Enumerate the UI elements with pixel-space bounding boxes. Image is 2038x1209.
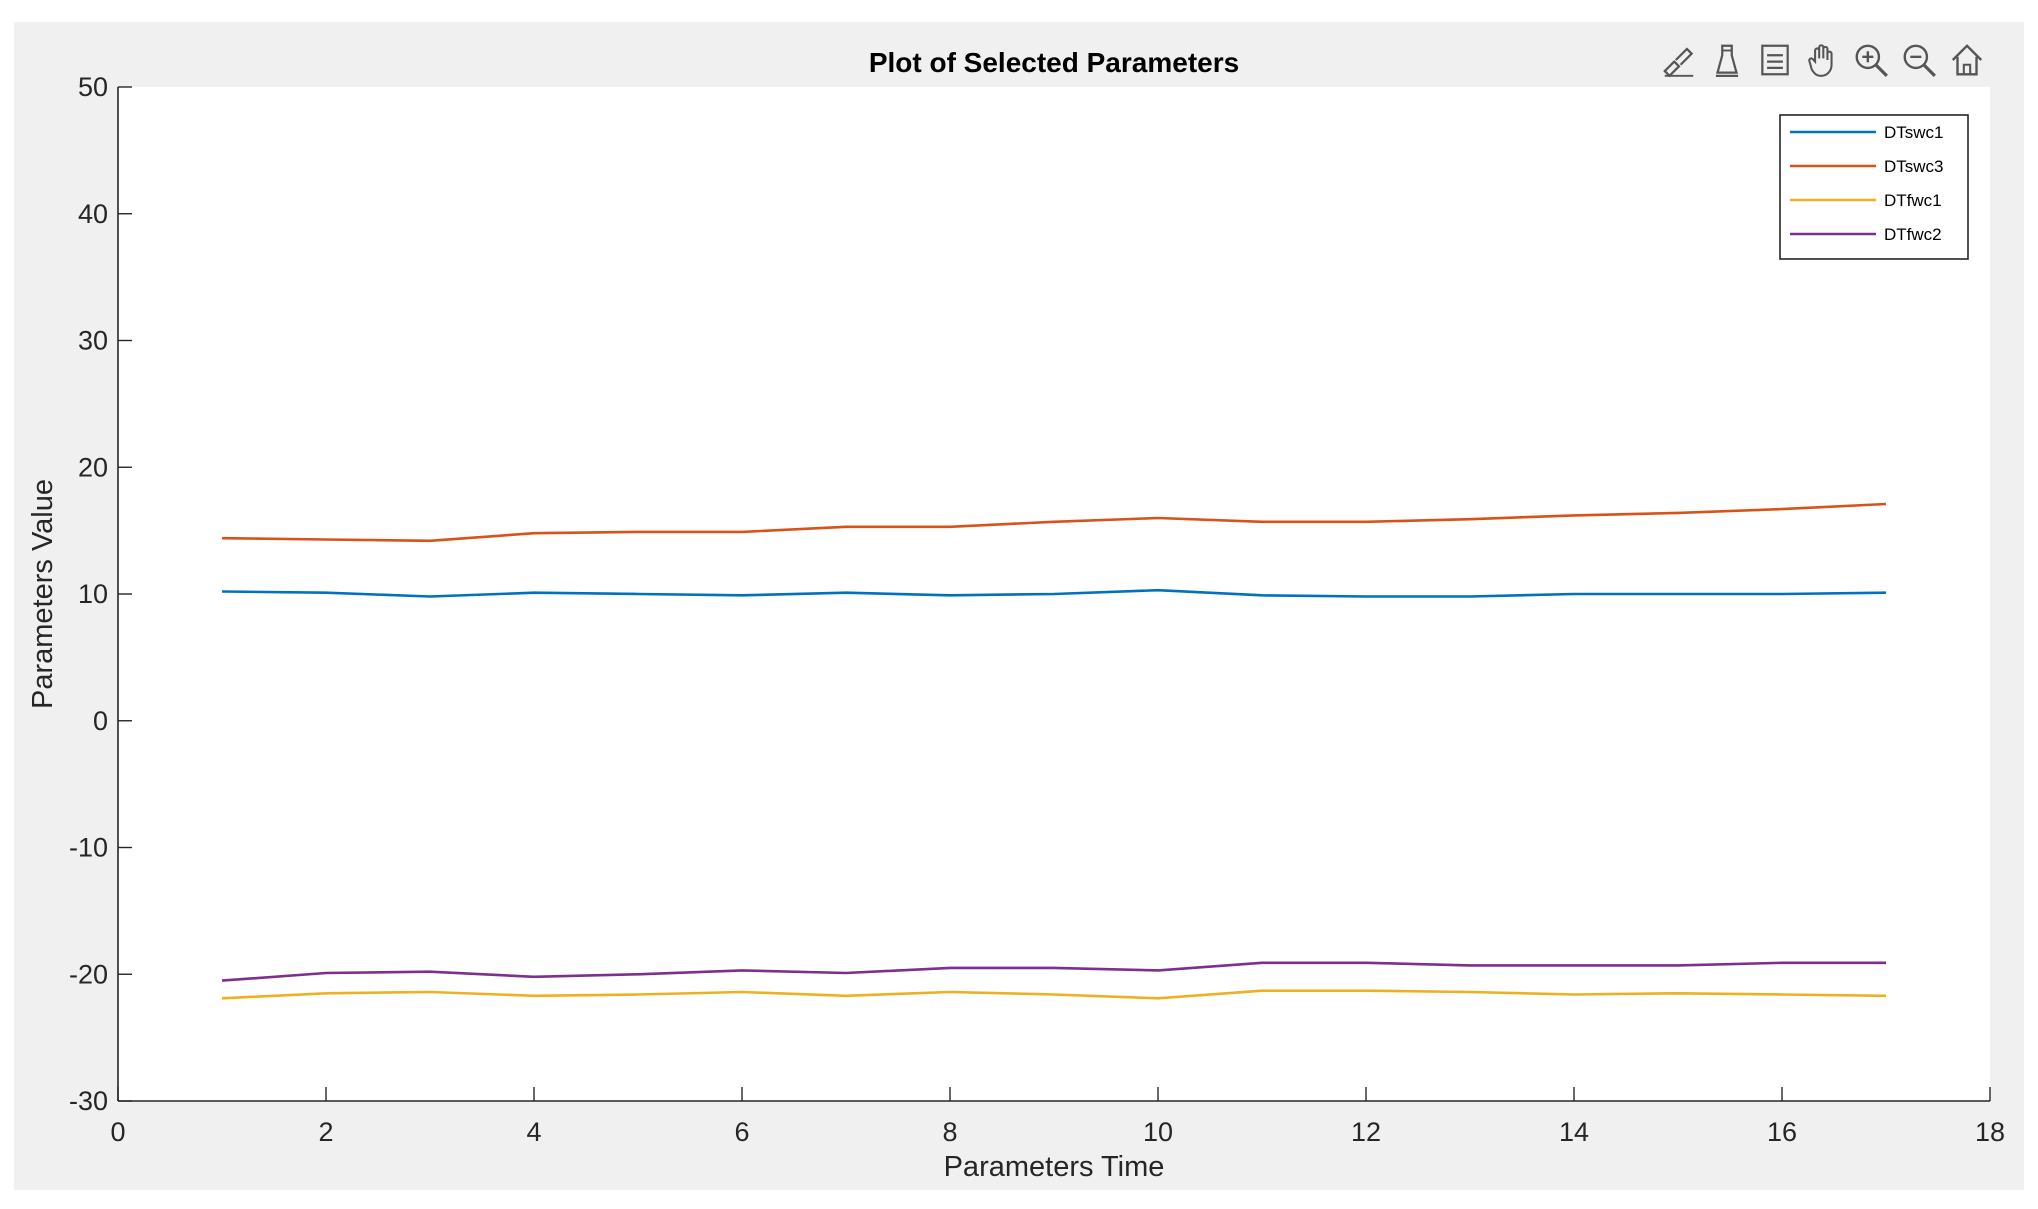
y-tick-label: -30: [69, 1086, 108, 1116]
y-tick-label: 30: [78, 326, 108, 356]
data-tip-icon: [1715, 44, 1739, 77]
y-tick-label: 40: [78, 199, 108, 229]
x-tick-label: 4: [526, 1117, 541, 1147]
x-tick-label: 16: [1767, 1117, 1797, 1147]
x-tick-label: 10: [1143, 1117, 1173, 1147]
y-tick-label: 50: [78, 72, 108, 102]
pan-hand-icon: [1808, 44, 1833, 77]
legend-entry-label: DTfwc1: [1884, 191, 1942, 210]
x-axis-label: Parameters Time: [944, 1151, 1165, 1183]
y-tick-label: 10: [78, 579, 108, 609]
y-tick-label: -20: [69, 959, 108, 989]
series-line-dtswc3: [221, 502, 1887, 543]
legend-button[interactable]: [1754, 38, 1796, 82]
axes-toolbar: [1658, 36, 1988, 84]
brush-button[interactable]: [1658, 38, 1700, 82]
legend-entry-label: DTswc1: [1884, 123, 1944, 142]
y-axis-label: Parameters Value: [27, 479, 59, 709]
home-restore-icon: [1951, 44, 1983, 76]
x-tick-label: 8: [942, 1117, 957, 1147]
zoom-in-button[interactable]: [1850, 38, 1892, 82]
x-tick-label: 2: [318, 1117, 333, 1147]
x-tick-label: 18: [1975, 1117, 2005, 1147]
data-tips-button[interactable]: [1706, 38, 1748, 82]
y-tick-label: -10: [69, 833, 108, 863]
legend-entry-label: DTswc3: [1884, 157, 1944, 176]
legend-icon: [1761, 44, 1789, 76]
y-tick-label: 0: [93, 706, 108, 736]
zoom-out-icon: [1903, 44, 1936, 77]
chart-title: Plot of Selected Parameters: [869, 47, 1239, 78]
legend[interactable]: DTswc1 DTswc3 DTfwc1 DTfwc2: [1779, 114, 1969, 260]
pan-button[interactable]: [1802, 38, 1844, 82]
x-tick-label: 14: [1559, 1117, 1589, 1147]
brush-edit-icon: [1663, 47, 1694, 78]
series-line-dtfwc1: [221, 989, 1887, 1000]
restore-view-button[interactable]: [1946, 38, 1988, 82]
x-tick-label: 0: [110, 1117, 125, 1147]
zoom-out-button[interactable]: [1898, 38, 1940, 82]
series-line-dtswc1: [221, 588, 1887, 598]
x-tick-label: 6: [734, 1117, 749, 1147]
y-tick-label: 20: [78, 452, 108, 482]
x-tick-label: 12: [1351, 1117, 1381, 1147]
series-line-dtfwc2: [221, 961, 1886, 982]
zoom-in-icon: [1855, 44, 1888, 77]
legend-entry-label: DTfwc2: [1884, 225, 1942, 244]
